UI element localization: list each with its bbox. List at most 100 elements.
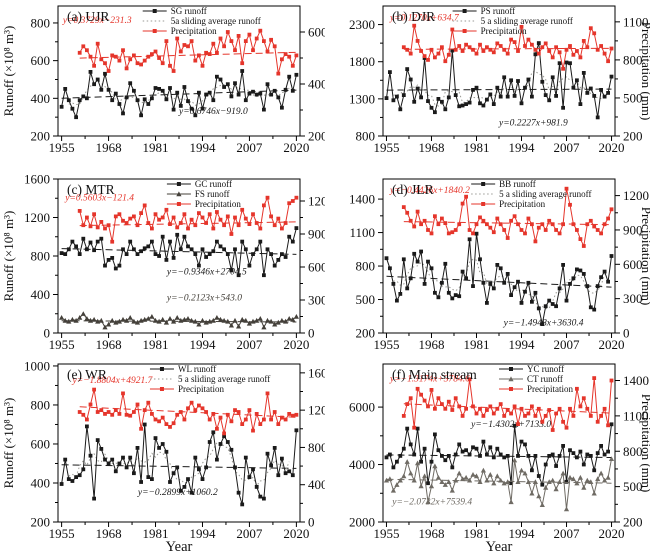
y-tick-label: 400 xyxy=(31,475,51,490)
legend-label: FS runoff xyxy=(195,189,230,199)
panel-title: (d) JLR xyxy=(392,182,434,197)
equation-label: y=0.3729x−231.3 xyxy=(62,16,132,26)
x-tick-label: 2020 xyxy=(283,337,309,350)
y-tick-label: 600 xyxy=(308,25,325,40)
x-tick-label: 2007 xyxy=(236,337,263,350)
x-tick-label: 1968 xyxy=(96,337,122,350)
y-tick-label: 500 xyxy=(356,292,376,307)
y-tick-label: 900 xyxy=(308,227,325,242)
legend-label: CT runoff xyxy=(527,374,563,384)
x-tick-label: 2007 xyxy=(554,337,581,350)
y-tick-label: 400 xyxy=(308,77,325,92)
equation-label: y=−1.4948x+3630.4 xyxy=(503,318,584,328)
x-tick-label: 1981 xyxy=(143,337,169,350)
y-tick-label: 2300 xyxy=(349,17,375,32)
panel-a: 1955 1968 1981 1994 2007 2020200400600800Runo… xyxy=(1,5,325,155)
legend-label: 5 a sliding average runoff xyxy=(481,16,573,26)
y-tick-label: 6000 xyxy=(349,400,375,415)
x-axis-title: Year xyxy=(166,539,193,555)
x-tick-label: 1968 xyxy=(418,337,444,350)
equation-label: y=0.1270x+634.7 xyxy=(389,13,460,23)
y-tick-label: 1000 xyxy=(24,358,50,373)
y-tick-label: 1200 xyxy=(24,210,50,225)
y-tick-label: 1400 xyxy=(623,373,649,388)
y-tick-label: 800 xyxy=(308,440,325,455)
x-tick-label: 1955 xyxy=(49,526,75,541)
y-tick-label: 500 xyxy=(623,90,643,105)
equation-label: y=−2.0732x+7539.4 xyxy=(391,498,472,508)
legend-label: BB runoff xyxy=(499,179,536,189)
x-tick-label: 1981 xyxy=(143,140,169,155)
y-tick-label: 1100 xyxy=(623,14,649,29)
y-tick-label: 800 xyxy=(31,249,51,264)
x-tick-label: 1994 xyxy=(509,526,536,541)
legend-label: Precipitation xyxy=(171,26,217,36)
equation-label: y=−0.9346x+2704.5 xyxy=(166,267,247,277)
y-tick-label: 4000 xyxy=(349,457,375,472)
legend-label: WL runoff xyxy=(178,364,216,374)
left-axis-title: Runoff (×10⁸ m³) xyxy=(1,398,16,489)
panel-title: (e) WR xyxy=(67,367,107,382)
y-tick-label: 0 xyxy=(623,326,630,341)
x-tick-label: 2020 xyxy=(599,337,625,350)
y-tick-label: 400 xyxy=(31,91,51,106)
y-tick-label: 0 xyxy=(308,515,315,530)
y-tick-label: 1600 xyxy=(24,172,50,187)
y-tick-label: 2000 xyxy=(349,515,375,530)
y-tick-label: 200 xyxy=(31,515,51,530)
x-tick-label: 2020 xyxy=(599,526,625,541)
equation-label: y=−1.8804x+4921.7 xyxy=(72,376,154,386)
y-tick-label: 800 xyxy=(623,444,643,459)
x-tick-label: 2007 xyxy=(236,526,263,541)
y-tick-label: 400 xyxy=(308,477,325,492)
equation-label: y=0.2227x+981.9 xyxy=(498,119,568,129)
y-tick-label: 600 xyxy=(31,436,51,451)
y-tick-label: 1300 xyxy=(349,91,375,106)
y-tick-label: 800 xyxy=(31,15,51,30)
x-tick-label: 2007 xyxy=(236,140,263,155)
legend-label: Precipitation xyxy=(527,384,573,394)
y-tick-label: 1200 xyxy=(623,188,649,203)
y-tick-label: 300 xyxy=(308,293,325,308)
y-tick-label: 200 xyxy=(623,129,643,144)
y-tick-label: 1100 xyxy=(349,225,375,240)
x-tick-label: 1994 xyxy=(509,140,536,155)
y-tick-label: 200 xyxy=(308,129,325,144)
y-tick-label: 0 xyxy=(44,326,51,341)
equation-label: y=−1.3174x+3784.6 xyxy=(389,374,470,384)
y-tick-label: 1200 xyxy=(308,194,325,209)
y-tick-label: 300 xyxy=(623,291,643,306)
y-tick-label: 200 xyxy=(356,326,376,341)
x-tick-label: 1981 xyxy=(463,526,489,541)
x-tick-label: 1955 xyxy=(49,337,75,350)
legend-label: YC runoff xyxy=(527,364,564,374)
y-tick-label: 800 xyxy=(356,129,376,144)
panel-e: 1955 1968 1981 1994 2007 2020 200 400 600 800 1000… xyxy=(1,358,325,555)
legend-label: PS runoff xyxy=(481,6,516,16)
x-tick-label: 1981 xyxy=(463,140,489,155)
y-tick-label: 1800 xyxy=(349,54,375,69)
x-tick-label: 1968 xyxy=(96,140,122,155)
x-tick-label: 1955 xyxy=(373,337,399,350)
panel-b: 1955 1968 1981 1994 2007 2020 800 1300 1800 2300 2… xyxy=(349,5,650,155)
x-tick-label: 1981 xyxy=(463,337,489,350)
panel-title: (f) Main stream xyxy=(392,367,477,382)
equation-label: y=0.5603x−121.4 xyxy=(64,194,134,204)
x-tick-label: 1994 xyxy=(189,526,216,541)
y-tick-label: 1200 xyxy=(308,403,325,418)
x-tick-label: 1968 xyxy=(418,140,444,155)
y-tick-label: 200 xyxy=(623,515,643,530)
x-tick-label: 1955 xyxy=(49,140,75,155)
panel-title: (c) MTR xyxy=(67,182,115,197)
x-tick-label: 1981 xyxy=(143,526,169,541)
x-tick-label: 1955 xyxy=(373,526,399,541)
x-tick-label: 2020 xyxy=(599,140,625,155)
legend-label: Precipitation xyxy=(195,199,241,209)
equation-label: y=−1.4302x+7133.0 xyxy=(470,420,551,430)
x-axis-title: Year xyxy=(486,539,513,555)
x-tick-label: 2020 xyxy=(283,526,309,541)
y-tick-label: 900 xyxy=(623,222,643,237)
equation-label: y=0.6746x−919.0 xyxy=(178,107,248,117)
y-tick-label: 600 xyxy=(308,260,325,275)
